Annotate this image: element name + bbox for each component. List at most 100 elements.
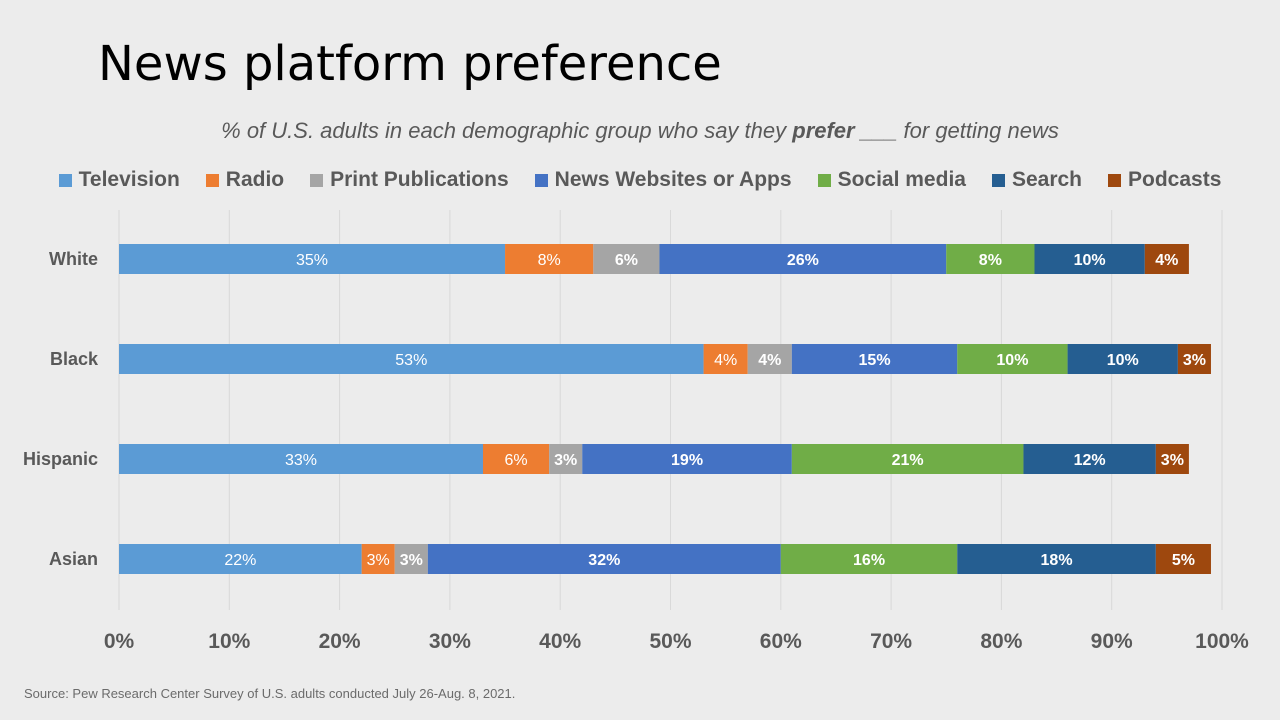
bar-segment [946, 244, 1035, 274]
data-label: 18% [1041, 552, 1073, 569]
bar-segment [1023, 444, 1156, 474]
legend-item: Print Publications [310, 168, 509, 192]
data-label: 3% [1183, 352, 1206, 369]
x-tick-label: 10% [208, 630, 250, 653]
data-label: 22% [224, 552, 256, 569]
data-label: 19% [671, 452, 703, 469]
legend-item: Podcasts [1108, 168, 1221, 192]
source-note: Source: Pew Research Center Survey of U.… [24, 686, 516, 701]
x-tick-label: 20% [319, 630, 361, 653]
data-label: 3% [367, 552, 390, 569]
data-label: 6% [505, 452, 528, 469]
bar-segment [361, 544, 395, 574]
data-label: 35% [296, 252, 328, 269]
bar-segment [1177, 344, 1211, 374]
subtitle-text-before: % of U.S. adults in each demographic gro… [221, 118, 793, 143]
data-label: 6% [615, 252, 638, 269]
legend-swatch [534, 173, 548, 187]
subtitle-emphasis: prefer [792, 118, 855, 143]
data-label: 53% [395, 352, 427, 369]
legend-swatch [1108, 173, 1121, 187]
legend-label: Search [1011, 168, 1082, 191]
data-label: 32% [588, 552, 620, 569]
data-label: 4% [714, 352, 737, 369]
bar-segment [593, 244, 660, 274]
x-tick-label: 50% [649, 630, 691, 653]
legend-item: News Websites or Apps [534, 168, 792, 192]
bar-segment [957, 344, 1068, 374]
data-label: 12% [1074, 452, 1106, 469]
data-label: 5% [1172, 552, 1195, 569]
x-tick-label: 100% [1195, 630, 1249, 653]
data-label: 33% [285, 452, 317, 469]
data-label: 10% [996, 352, 1028, 369]
data-label: 3% [554, 452, 577, 469]
data-label: 4% [758, 352, 781, 369]
data-label: 16% [853, 552, 885, 569]
bar-segment [747, 344, 792, 374]
bar-segment [957, 544, 1156, 574]
legend-label: Print Publications [330, 168, 509, 191]
bar-segment [505, 244, 594, 274]
bar-segment [791, 344, 958, 374]
chart-legend: Television Radio Print Publications News We… [0, 168, 1280, 192]
legend-swatch [817, 173, 831, 187]
x-tick-label: 30% [429, 630, 471, 653]
bar-segment [780, 544, 958, 574]
data-label: 15% [859, 352, 891, 369]
x-tick-label: 60% [760, 630, 802, 653]
data-label: 10% [1074, 252, 1106, 269]
subtitle-text-after: ___ for getting news [854, 118, 1059, 143]
legend-swatch [991, 173, 1005, 187]
legend-label: Radio [225, 168, 285, 191]
bar-segment [119, 344, 704, 374]
x-tick-label: 0% [104, 630, 135, 653]
legend-label: Podcasts [1128, 168, 1222, 191]
chart-subtitle: % of U.S. adults in each demographic gro… [0, 118, 1280, 144]
data-label: 10% [1107, 352, 1139, 369]
data-label: 4% [1155, 252, 1178, 269]
category-label: Hispanic [23, 449, 98, 469]
bar-segment [659, 244, 947, 274]
x-tick-label: 80% [980, 630, 1022, 653]
x-tick-label: 90% [1091, 630, 1133, 653]
bar-segment [791, 444, 1024, 474]
bar-segment [482, 444, 550, 474]
bar-segment [1144, 244, 1189, 274]
data-label: 21% [892, 452, 924, 469]
data-label: 3% [1161, 452, 1184, 469]
legend-item: Radio [205, 168, 285, 192]
chart-title: News platform preference [98, 36, 722, 92]
x-tick-label: 40% [539, 630, 581, 653]
legend-swatch [310, 173, 324, 187]
bar-segment [1155, 444, 1189, 474]
bar-segment [1067, 344, 1178, 374]
bar-segment [1155, 544, 1211, 574]
bar-segment [119, 444, 483, 474]
x-tick-label: 70% [870, 630, 912, 653]
legend-item: Television [58, 168, 180, 192]
legend-label: Social media [837, 168, 966, 191]
category-label: White [49, 249, 98, 269]
legend-item: Social media [817, 168, 966, 192]
legend-swatch [58, 173, 72, 187]
legend-label: Television [78, 168, 180, 191]
data-label: 8% [979, 252, 1002, 269]
legend-label: News Websites or Apps [554, 168, 792, 191]
data-label: 3% [400, 552, 423, 569]
bar-segment [119, 544, 362, 574]
bar-segment [394, 544, 428, 574]
bar-segment [703, 344, 748, 374]
bar-segment [582, 444, 792, 474]
data-label: 8% [538, 252, 561, 269]
legend-swatch [205, 173, 219, 187]
legend-item: Search [991, 168, 1082, 192]
bar-segment [119, 244, 506, 274]
bar-segment [549, 444, 583, 474]
bar-segment [427, 544, 781, 574]
category-label: Black [50, 349, 99, 369]
bar-segment [1034, 244, 1145, 274]
data-label: 26% [787, 252, 819, 269]
category-label: Asian [49, 549, 98, 569]
